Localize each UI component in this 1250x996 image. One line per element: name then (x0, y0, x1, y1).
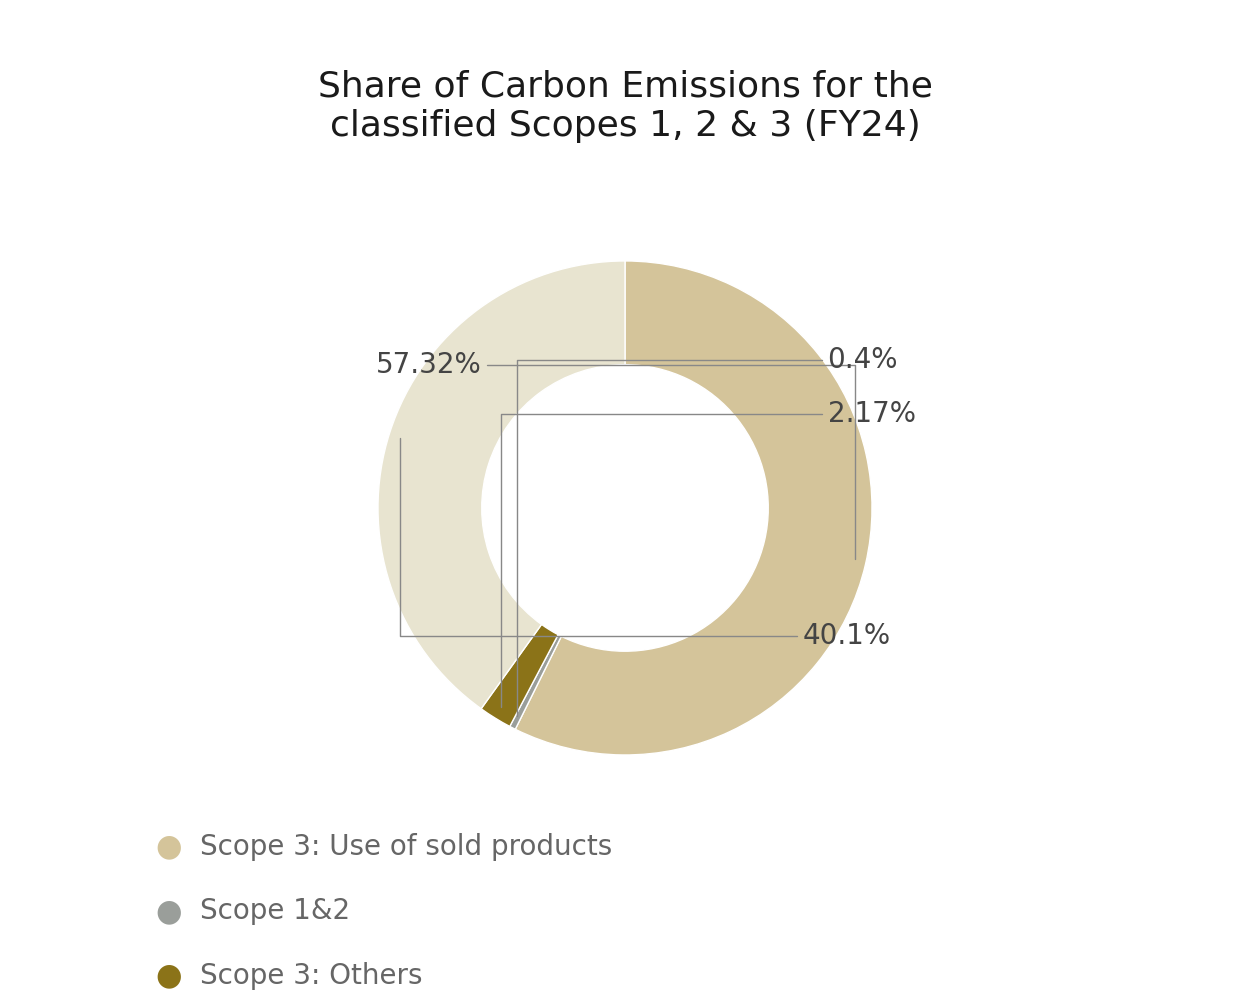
Wedge shape (515, 261, 872, 755)
Text: Scope 3: Use of sold products: Scope 3: Use of sold products (200, 833, 612, 861)
Text: 0.4%: 0.4% (518, 346, 898, 716)
Text: ●: ● (155, 832, 182, 862)
Wedge shape (481, 624, 559, 726)
Text: 40.1%: 40.1% (400, 438, 891, 650)
Text: 57.32%: 57.32% (376, 351, 855, 559)
Text: 2.17%: 2.17% (501, 400, 915, 706)
Wedge shape (378, 261, 625, 709)
Text: ●: ● (155, 961, 182, 991)
Text: Scope 3: Others: Scope 3: Others (200, 962, 422, 990)
Text: ●: ● (155, 896, 182, 926)
Text: Scope 1&2: Scope 1&2 (200, 897, 350, 925)
Wedge shape (510, 634, 561, 729)
Text: Share of Carbon Emissions for the
classified Scopes 1, 2 & 3 (FY24): Share of Carbon Emissions for the classi… (318, 70, 932, 143)
